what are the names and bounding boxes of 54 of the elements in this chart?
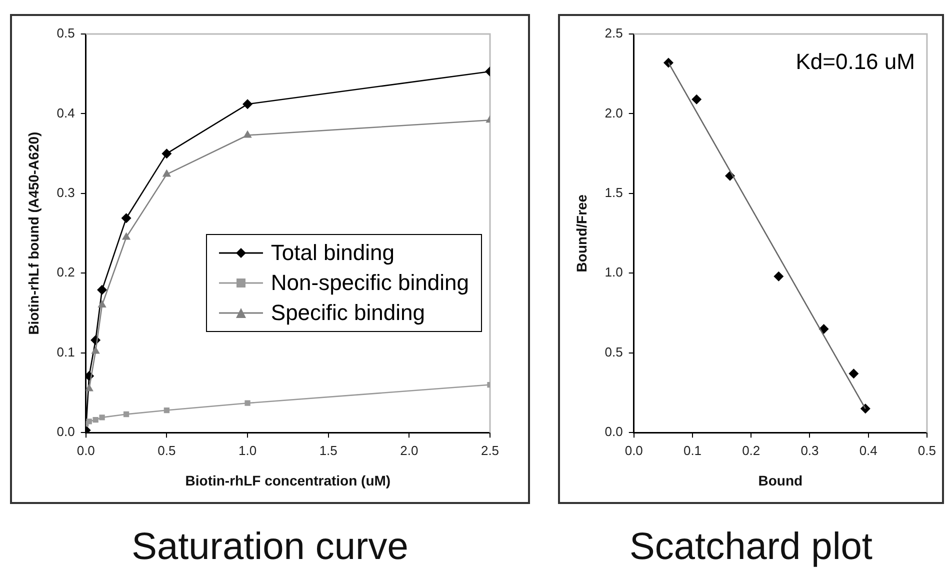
x-tick-label: 0.4 — [859, 442, 878, 458]
x-tick-label: 1.5 — [319, 442, 338, 458]
x-tick-label: 0.0 — [76, 442, 95, 458]
point — [86, 418, 92, 424]
annotation: Kd=0.16 uM — [796, 49, 915, 74]
y-tick-label: 0.5 — [56, 26, 75, 41]
point — [242, 99, 253, 110]
text: Saturation curve — [130, 526, 410, 569]
x-tick-label: 0.0 — [624, 442, 643, 458]
y-tick-label: 0.0 — [604, 424, 623, 440]
point — [164, 407, 170, 414]
x-axis-title: Biotin-rhLF concentration (uM) — [185, 472, 391, 488]
point — [92, 417, 98, 423]
y-tick-label: 0.2 — [56, 264, 75, 280]
x-tick-label: 0.1 — [683, 442, 702, 458]
x-tick-label: 0.5 — [158, 442, 176, 458]
point — [121, 213, 132, 224]
point — [86, 384, 94, 392]
y-axis-title: Bound/Free — [573, 194, 590, 272]
y-tick-label: 0.0 — [56, 424, 75, 440]
x-tick-label: 2.0 — [400, 442, 418, 458]
point — [244, 400, 250, 406]
text: Scatchard plot — [628, 526, 874, 569]
point — [162, 148, 172, 159]
x-tick-label: 2.5 — [480, 442, 500, 458]
x-tick-label: 0.3 — [800, 442, 819, 458]
legend-label: Specific binding — [270, 299, 425, 327]
point — [692, 94, 702, 104]
x-tick-label: 0.5 — [918, 442, 936, 458]
point — [848, 368, 859, 379]
point — [99, 414, 105, 420]
point — [98, 300, 106, 308]
y-tick-label: 1.5 — [604, 185, 623, 200]
point — [663, 58, 674, 68]
point — [123, 411, 130, 418]
point — [122, 232, 131, 240]
point — [162, 169, 172, 177]
y-tick-label: 2.0 — [604, 105, 623, 120]
y-tick-label: 0.5 — [604, 344, 623, 360]
point — [97, 284, 108, 295]
x-tick-label: 1.0 — [238, 442, 257, 458]
y-tick-label: 1.0 — [604, 264, 623, 280]
y-axis-title: Biotin-rhLf bound (A450-A620) — [25, 132, 42, 335]
y-tick-label: 0.4 — [56, 105, 75, 120]
y-tick-label: 0.1 — [56, 344, 75, 360]
point — [774, 271, 784, 282]
x-tick-label: 0.2 — [742, 442, 760, 458]
legend-label: Non-specific binding — [270, 269, 469, 297]
point — [91, 346, 100, 354]
legend-label: Total binding — [270, 239, 394, 267]
point — [243, 130, 252, 138]
x-axis-title: Bound — [758, 472, 803, 488]
y-tick-label: 0.3 — [56, 185, 75, 200]
y-tick-label: 2.5 — [604, 26, 623, 41]
